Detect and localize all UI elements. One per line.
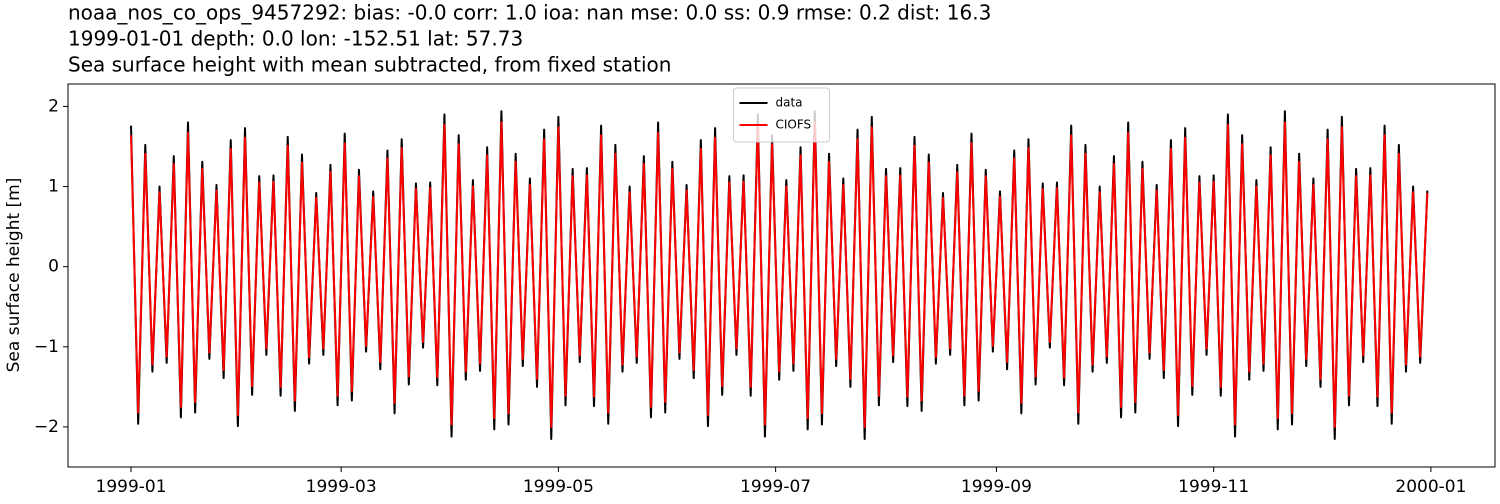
plot-frame xyxy=(67,83,1496,468)
y-tick-label: −1 xyxy=(34,337,59,357)
y-tick-label: −2 xyxy=(34,417,59,437)
legend: data CIOFS xyxy=(733,87,830,143)
x-tick-label: 2000-01 xyxy=(1395,477,1466,497)
legend-label: CIOFS xyxy=(776,118,812,132)
chart-title: 1999-01-01 depth: 0.0 lon: -152.51 lat: … xyxy=(68,27,523,51)
y-tick-label: 1 xyxy=(48,177,59,197)
legend-box xyxy=(733,87,830,143)
x-tick-label: 1999-11 xyxy=(1178,477,1249,497)
y-tick-label: 2 xyxy=(48,96,59,116)
x-tick-label: 1999-03 xyxy=(306,477,377,497)
x-tick-label: 1999-07 xyxy=(740,477,811,497)
plot-area xyxy=(130,110,1429,440)
y-axis-label: Sea surface height [m] xyxy=(4,178,24,373)
chart-title: Sea surface height with mean subtracted,… xyxy=(68,53,671,77)
x-tick-label: 1999-05 xyxy=(523,477,594,497)
chart-title: noaa_nos_co_ops_9457292: bias: -0.0 corr… xyxy=(68,1,991,25)
x-tick-label: 1999-01 xyxy=(96,477,167,497)
legend-label: data xyxy=(776,96,803,110)
y-tick-label: 0 xyxy=(48,257,59,277)
series-line xyxy=(130,121,1429,428)
x-tick-label: 1999-09 xyxy=(961,477,1032,497)
